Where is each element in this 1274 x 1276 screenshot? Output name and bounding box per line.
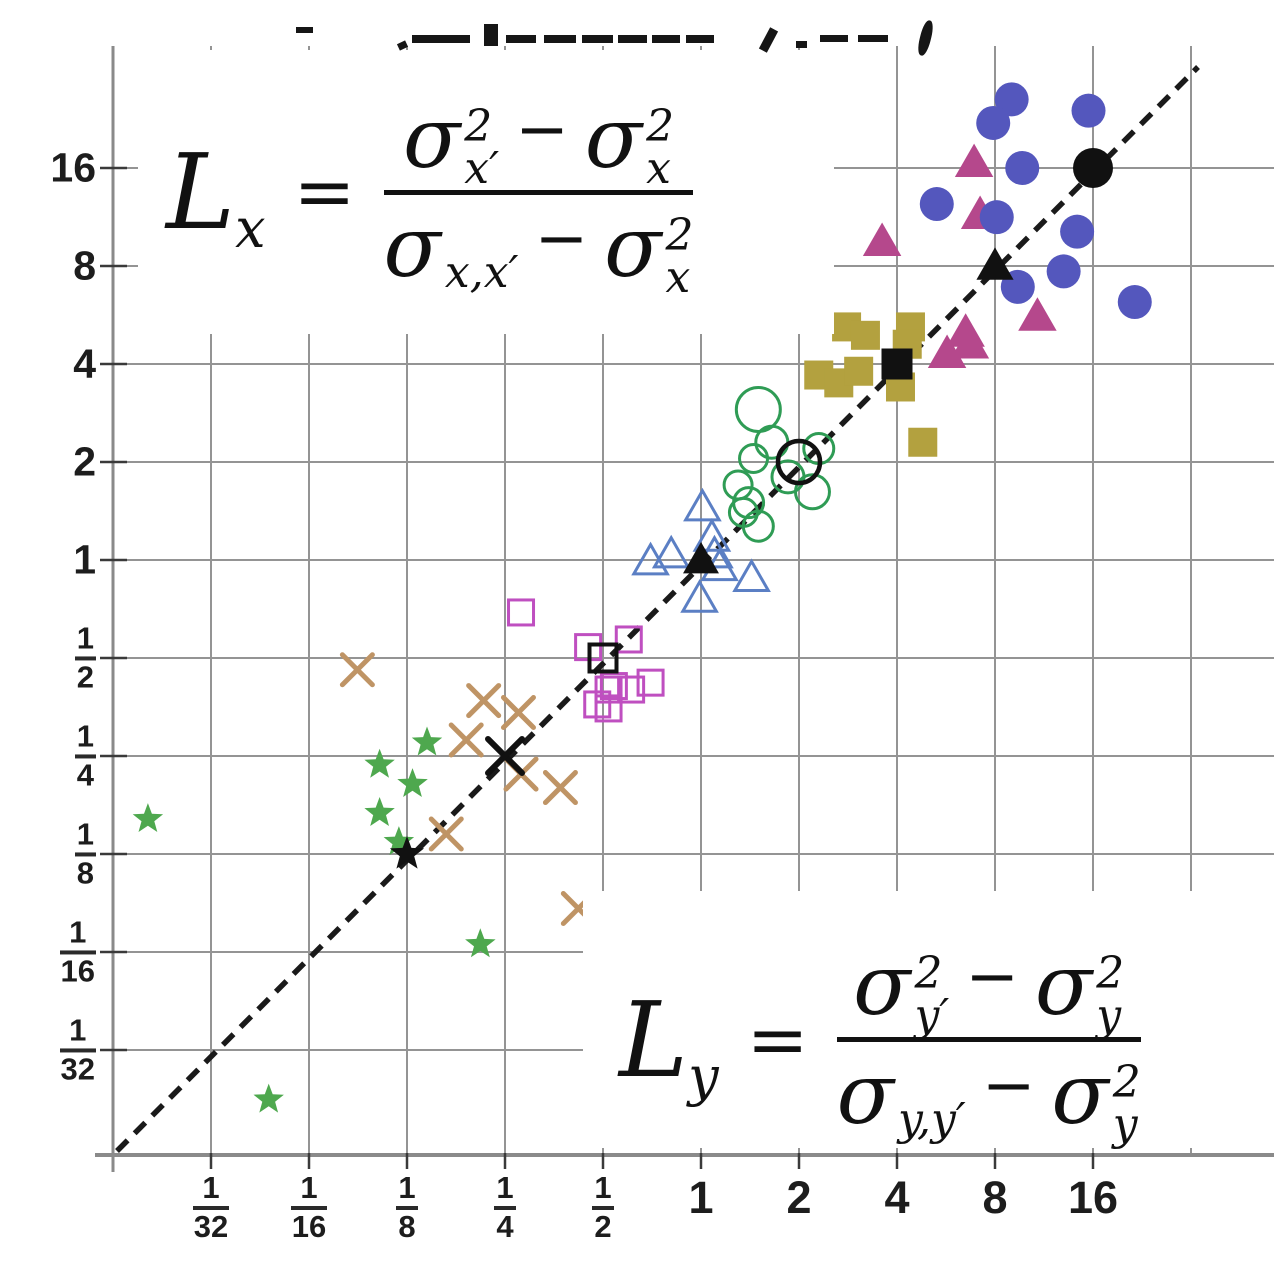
sigma-term: σ 2 x′ xyxy=(402,88,500,194)
fraction-bar xyxy=(383,189,694,195)
cropped-title-fragment xyxy=(484,24,498,46)
x-tick-label: 16 xyxy=(1067,1172,1119,1223)
series-green-stars xyxy=(132,726,496,1113)
cropped-title-fragment xyxy=(412,35,470,43)
cropped-title-fragment xyxy=(652,35,680,43)
formula-lx-fraction: σ 2 x′ − σ 2 x σ x,x′ − σ 2 x xyxy=(383,88,694,303)
x-tick-label: 1 16 xyxy=(290,1170,328,1244)
formula-lx-denominator: σ x,x′ − σ 2 x xyxy=(383,197,694,303)
y-tick-label: 1 xyxy=(73,536,96,583)
cropped-title-fragment xyxy=(796,41,807,48)
formula-ly-denominator: σ y,y′ − σ 2 y xyxy=(836,1045,1141,1150)
sigma-term: σ x,x′ xyxy=(383,197,519,298)
cropped-title-fragment xyxy=(618,35,647,43)
cropped-title-fragment xyxy=(296,27,313,33)
formula-ly-numerator: σ 2 y′ − σ 2 y xyxy=(853,936,1125,1041)
y-tick-label: 2 xyxy=(73,438,96,485)
y-tick-label: 16 xyxy=(50,144,96,191)
identity-dashed-line xyxy=(115,65,1200,1153)
equals-sign: = xyxy=(293,149,356,235)
cropped-title-fragment xyxy=(858,35,888,42)
sigma-term: σ y,y′ xyxy=(836,1045,966,1146)
axes xyxy=(95,44,1274,1172)
x-tick-label: 1 32 xyxy=(192,1170,230,1244)
cropped-title-fragment xyxy=(820,35,848,42)
cropped-title-fragment xyxy=(506,35,536,43)
minus-operator: − xyxy=(981,1049,1036,1123)
x-tick-label: 1 xyxy=(688,1172,714,1223)
sigma-term: σ 2 y′ xyxy=(853,936,950,1041)
series-magenta-open-squares xyxy=(507,598,665,723)
cropped-title-fragment xyxy=(544,35,576,43)
cropped-title-fragment xyxy=(686,35,714,43)
y-tick-label: 4 xyxy=(73,340,96,387)
y-tick-label: 1 32 xyxy=(59,1012,96,1086)
series-tan-x-marks xyxy=(339,652,596,927)
minus-operator: − xyxy=(534,201,589,276)
x-tick-label: 8 xyxy=(982,1172,1008,1223)
y-tick-label: 1 16 xyxy=(59,914,96,988)
x-tick-label: 4 xyxy=(884,1172,910,1223)
equals-sign: = xyxy=(746,996,809,1083)
fraction-bar xyxy=(836,1037,1141,1042)
series-blue-filled-circles xyxy=(919,82,1152,320)
x-tick-label: 2 xyxy=(786,1172,812,1223)
series-olive-filled-squares xyxy=(804,312,938,457)
minus-operator: − xyxy=(515,92,569,167)
series-black-median-markers xyxy=(389,148,1113,869)
cropped-title-fragment xyxy=(582,35,613,43)
formula-ly-fraction: σ 2 y′ − σ 2 y σ y,y′ − σ 2 y xyxy=(836,936,1141,1150)
y-tick-label: 8 xyxy=(73,242,96,289)
cropped-title-strip xyxy=(0,0,1274,57)
series-magenta-filled-triangles xyxy=(862,143,1057,369)
minus-operator: − xyxy=(965,940,1019,1014)
formula-lx-numerator: σ 2 x′ − σ 2 x xyxy=(402,88,675,194)
